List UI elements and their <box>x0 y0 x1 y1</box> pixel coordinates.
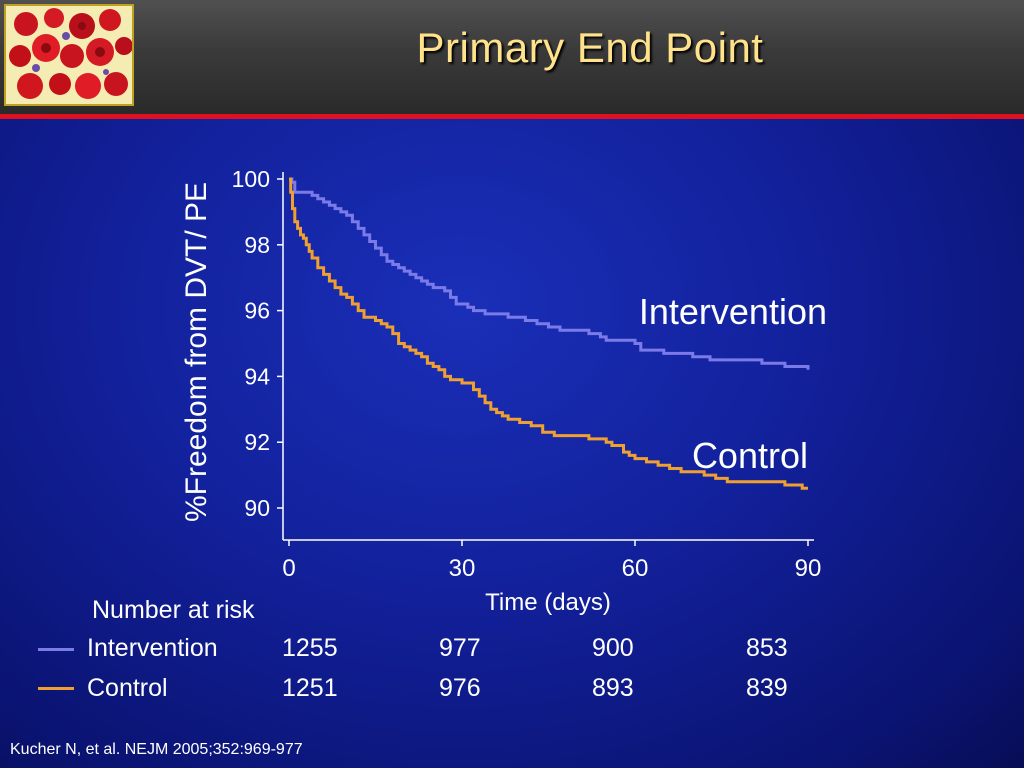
blood-cells-logo <box>4 4 134 106</box>
y-tick-label: 100 <box>232 166 270 192</box>
risk-table-title: Number at risk <box>92 596 255 624</box>
slide-title: Primary End Point <box>416 24 764 71</box>
x-tick-label: 30 <box>449 555 476 582</box>
y-axis-label: %Freedom from DVT/ PE <box>180 182 213 522</box>
x-axis-label: Time (days) <box>485 589 611 616</box>
risk-cell: 976 <box>439 674 481 702</box>
risk-row-label: Intervention <box>87 634 218 662</box>
y-tick-label: 90 <box>244 495 270 521</box>
x-tick-label: 90 <box>795 555 822 582</box>
y-tick-label: 92 <box>244 429 270 455</box>
title-divider <box>0 114 1024 119</box>
risk-cell: 839 <box>746 674 788 702</box>
risk-cell: 1255 <box>282 634 338 662</box>
control-annotation: Control <box>692 435 808 476</box>
risk-cell: 1251 <box>282 674 338 702</box>
risk-cell: 853 <box>746 634 788 662</box>
title-bar <box>0 0 1024 114</box>
x-tick-label: 0 <box>282 555 295 582</box>
risk-cell: 900 <box>592 634 634 662</box>
control-series-line <box>289 177 808 490</box>
risk-cell: 977 <box>439 634 481 662</box>
y-tick-label: 98 <box>244 232 270 258</box>
control-legend-swatch <box>38 687 74 690</box>
risk-row-label: Control <box>87 674 168 702</box>
intervention-legend-swatch <box>38 648 74 651</box>
citation: Kucher N, et al. NEJM 2005;352:969-977 <box>10 741 303 758</box>
risk-cell: 893 <box>592 674 634 702</box>
blood-cells-icon <box>6 6 132 104</box>
intervention-annotation: Intervention <box>639 291 827 332</box>
intervention-series-line <box>289 177 810 370</box>
y-tick-label: 96 <box>244 298 270 324</box>
y-tick-label: 94 <box>244 363 270 389</box>
x-tick-label: 60 <box>622 555 649 582</box>
